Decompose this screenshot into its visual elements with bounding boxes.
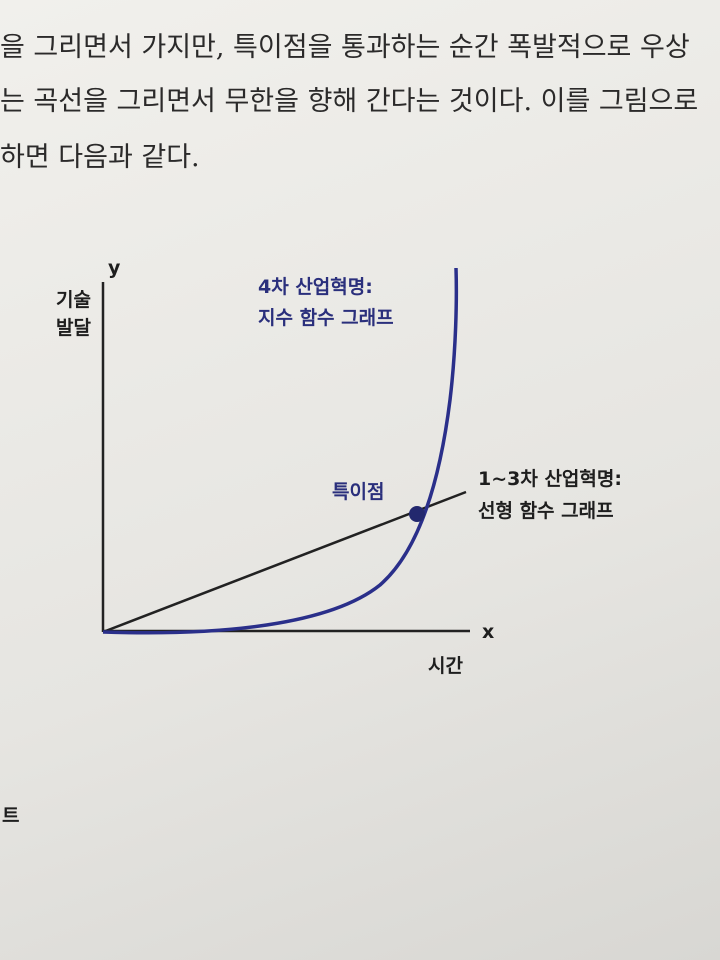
x-symbol: x xyxy=(482,621,494,643)
exp-label: 지수 함수 그래프 xyxy=(258,307,394,329)
singularity-label: 특이점 xyxy=(332,481,384,503)
x-label: 시간 xyxy=(428,655,463,677)
footer-fragment: 트 xyxy=(2,805,19,827)
singularity-point xyxy=(409,506,425,522)
linear-label: 1~3차 산업혁명: xyxy=(478,468,622,490)
y-symbol: y xyxy=(108,257,121,279)
exp-label: 4차 산업혁명: xyxy=(258,276,373,298)
paragraph-line: 하면 다음과 같다. xyxy=(0,142,200,173)
exponential-curve xyxy=(102,267,459,635)
paragraph-line: 는 곡선을 그리면서 무한을 향해 간다는 것이다. 이를 그림으로 xyxy=(0,86,698,117)
paragraph-line: 을 그리면서 가지만, 특이점을 통과하는 순간 폭발적으로 우상 xyxy=(0,32,690,63)
y-label: 발달 xyxy=(56,317,91,339)
y-label: 기술 xyxy=(56,289,91,311)
linear-label: 선형 함수 그래프 xyxy=(478,500,614,522)
linear-line xyxy=(102,490,467,634)
